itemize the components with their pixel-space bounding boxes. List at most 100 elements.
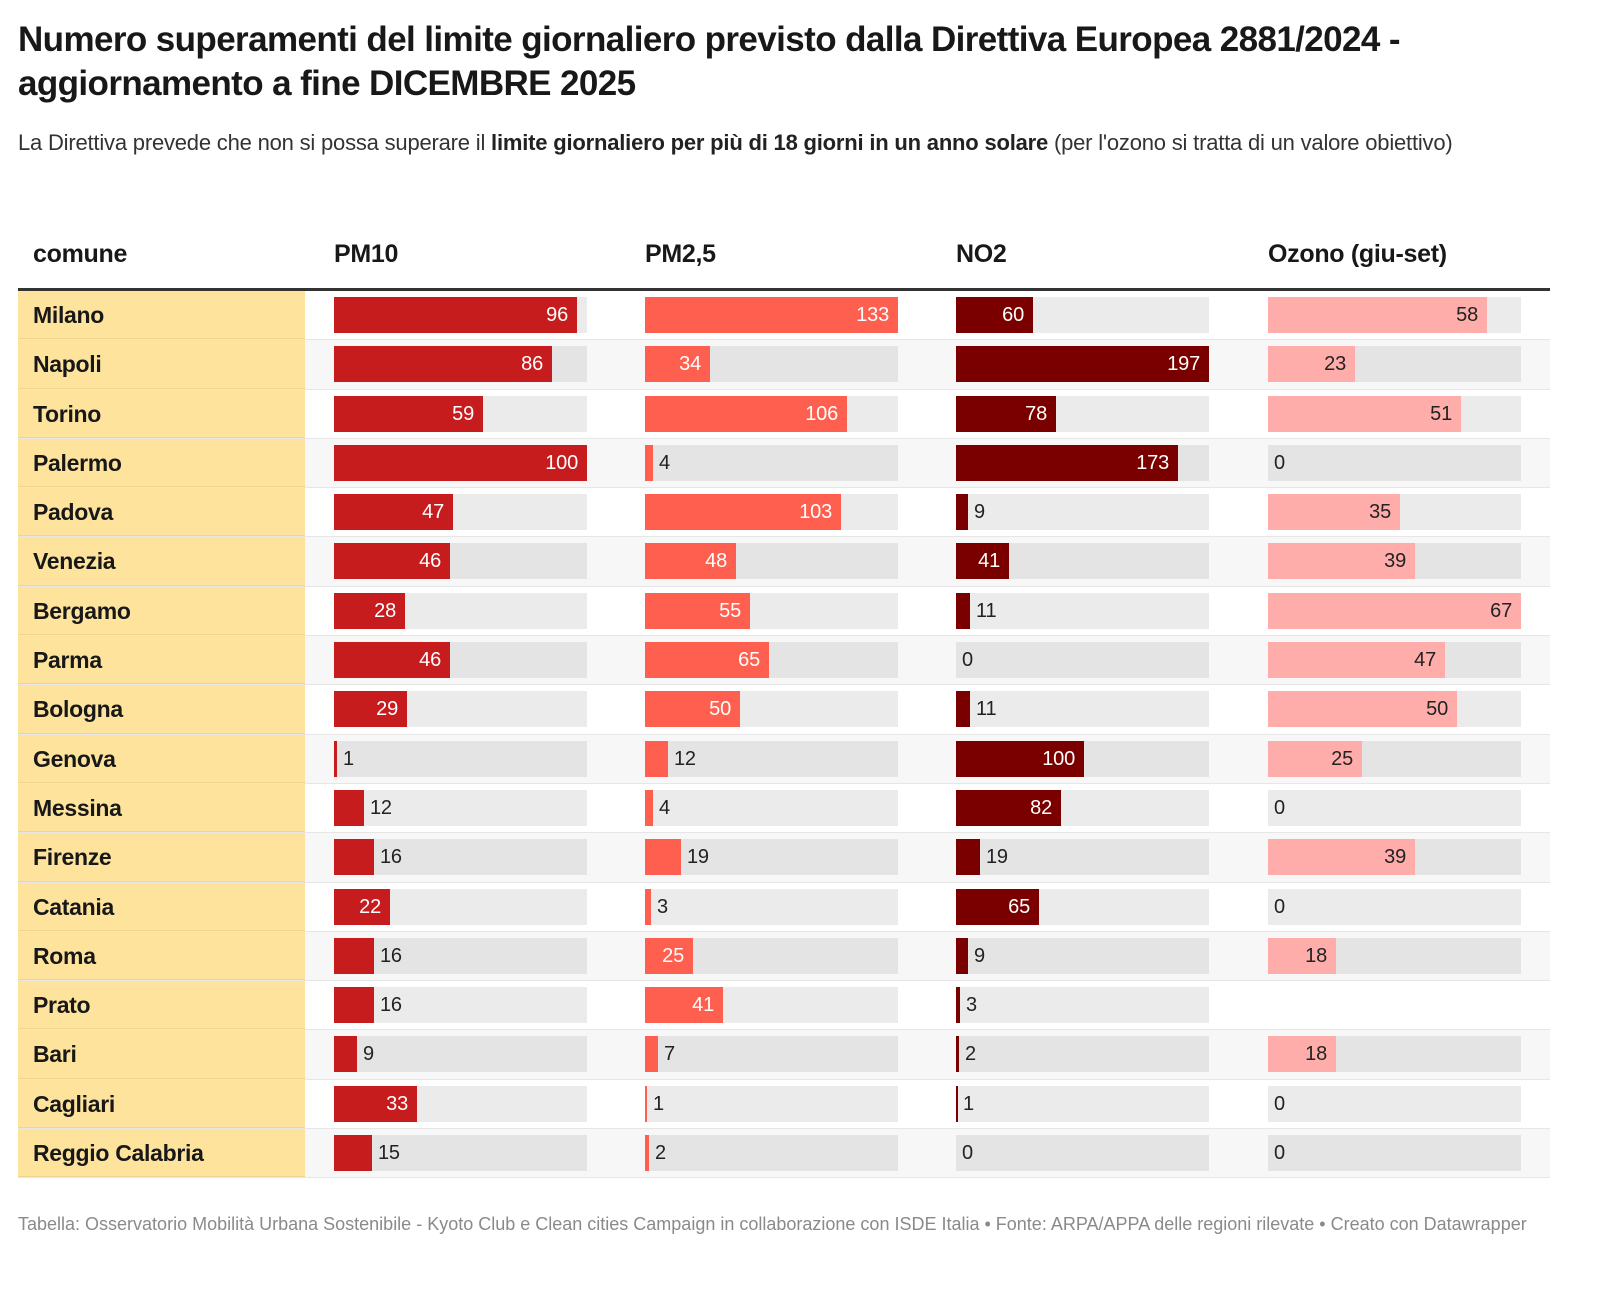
value-label-pm2_5: 133	[856, 304, 889, 326]
value-label-ozono: 0	[1274, 1142, 1285, 1165]
value-label-pm2_5: 1	[653, 1092, 664, 1115]
value-label-pm2_5: 12	[674, 747, 696, 770]
bar-track-no2: 60	[956, 297, 1209, 333]
bar-no2	[956, 395, 1056, 432]
source-footer: Tabella: Osservatorio Mobilità Urbana So…	[18, 1214, 1527, 1234]
bar-pm10	[334, 789, 364, 826]
chart-title: Numero superamenti del limite giornalier…	[18, 20, 1401, 103]
comune-cell: Napoli	[18, 340, 305, 389]
bar-pm2_5	[645, 592, 750, 629]
value-label-ozono: 0	[1274, 451, 1285, 474]
bar-ozono	[1268, 494, 1400, 531]
bar-pm2_5	[645, 937, 693, 974]
value-label-no2: 65	[1008, 895, 1030, 918]
bar-ozono	[1268, 1036, 1336, 1073]
comune-cell: Bologna	[18, 685, 305, 734]
bar-no2	[956, 297, 1033, 333]
value-label-no2: 3	[966, 994, 977, 1017]
bar-track-pm2_5: 12	[645, 740, 898, 777]
value-label-pm2_5: 50	[709, 698, 731, 721]
value-label-ozono: 47	[1414, 649, 1436, 672]
value-label-ozono: 39	[1384, 550, 1406, 573]
comune-cell: Prato	[18, 981, 305, 1030]
bar-track-pm2_5: 133	[645, 297, 898, 333]
bar-track-pm10: 16	[334, 937, 587, 974]
bar-no2	[956, 888, 1039, 925]
comune-cell: Roma	[18, 931, 305, 981]
bar-track-ozono: 50	[1268, 691, 1521, 728]
comune-label: Bergamo	[33, 597, 131, 624]
value-label-pm10: 59	[452, 402, 474, 425]
bar-pm2_5	[645, 494, 841, 531]
bar-pm10	[334, 543, 450, 580]
comune-label: Milano	[33, 302, 105, 328]
bar-no2	[956, 444, 1178, 481]
bar-track-pm10: 16	[334, 987, 587, 1024]
value-label-ozono: 50	[1426, 698, 1448, 721]
value-label-ozono: 35	[1369, 501, 1391, 524]
bar-pm2_5	[645, 839, 681, 876]
column-header-no2[interactable]: NO2	[956, 240, 1007, 268]
bar-track-no2: 11	[956, 592, 1209, 629]
bar-pm10	[334, 592, 405, 629]
value-label-pm2_5: 34	[679, 353, 701, 376]
table-row: Bari 9 7 2 18	[18, 1030, 1550, 1080]
column-header-comune[interactable]: comune	[33, 240, 128, 268]
bar-no2	[956, 740, 1084, 777]
bar-track-pm10: 12	[334, 789, 587, 826]
bar-track-pm10: 15	[334, 1135, 587, 1172]
bar-pm2_5	[645, 789, 653, 826]
comune-label: Cagliari	[33, 1090, 115, 1117]
value-label-no2: 9	[974, 944, 985, 967]
bar-track-no2: 19	[956, 839, 1209, 876]
bar-ozono	[1268, 642, 1445, 679]
value-label-pm10: 16	[380, 994, 402, 1017]
bar-pm2_5	[645, 1036, 658, 1073]
column-header-pm10[interactable]: PM10	[334, 240, 399, 268]
value-label-pm10: 29	[376, 698, 398, 721]
bar-no2	[956, 1036, 959, 1073]
column-header-ozono[interactable]: Ozono (giu-set)	[1268, 240, 1447, 268]
comune-label: Catania	[33, 893, 114, 920]
column-header-pm25[interactable]: PM2,5	[645, 240, 716, 268]
subtitle-emphasis: limite giornaliero per più di 18 giorni …	[491, 130, 1049, 155]
bar-track-no2: 9	[956, 494, 1209, 531]
bar-track-pm10: 28	[334, 592, 587, 629]
value-label-pm10: 12	[370, 796, 392, 819]
bar-track-pm10: 29	[334, 691, 587, 728]
comune-cell: Bergamo	[18, 586, 305, 636]
comune-cell: Torino	[18, 389, 305, 438]
bar-track-pm2_5: 48	[645, 543, 898, 580]
bar-track-pm10: 100	[334, 444, 587, 481]
bar-track-pm10: 46	[334, 642, 587, 679]
bar-no2	[956, 543, 1009, 580]
bar-track-pm10: 86	[334, 346, 587, 383]
bar-pm2_5	[645, 543, 736, 580]
bar-track-no2: 41	[956, 543, 1209, 580]
comune-cell: Padova	[18, 488, 305, 537]
value-label-no2: 0	[962, 649, 973, 672]
value-label-ozono: 23	[1324, 353, 1346, 376]
table-row: Venezia 46 48 41 39	[18, 537, 1550, 587]
bar-track-pm10: 9	[334, 1036, 587, 1073]
bar-track-ozono: 67	[1268, 592, 1521, 629]
bar-track-ozono: 39	[1268, 839, 1521, 876]
comune-label: Prato	[33, 992, 91, 1019]
bar-no2	[956, 346, 1209, 383]
bar-track-pm10: 16	[334, 839, 587, 876]
bar-ozono	[1268, 592, 1521, 629]
value-label-no2: 2	[965, 1043, 976, 1066]
comune-label: Torino	[33, 400, 102, 427]
bar-track-no2: 9	[956, 937, 1209, 974]
bar-ozono	[1268, 937, 1336, 974]
bar-ozono	[1268, 395, 1461, 432]
bar-ozono	[1268, 691, 1457, 728]
bar-track-pm2_5: 55	[645, 592, 898, 629]
bar-track-ozono: 25	[1268, 740, 1521, 777]
table-row: Bologna 29 50 11 50	[18, 685, 1550, 735]
bar-track-pm2_5: 2	[645, 1135, 898, 1172]
value-label-pm10: 16	[380, 846, 402, 869]
value-label-no2: 78	[1025, 402, 1047, 425]
value-label-pm10: 15	[378, 1142, 400, 1165]
bar-pm2_5	[645, 395, 847, 432]
